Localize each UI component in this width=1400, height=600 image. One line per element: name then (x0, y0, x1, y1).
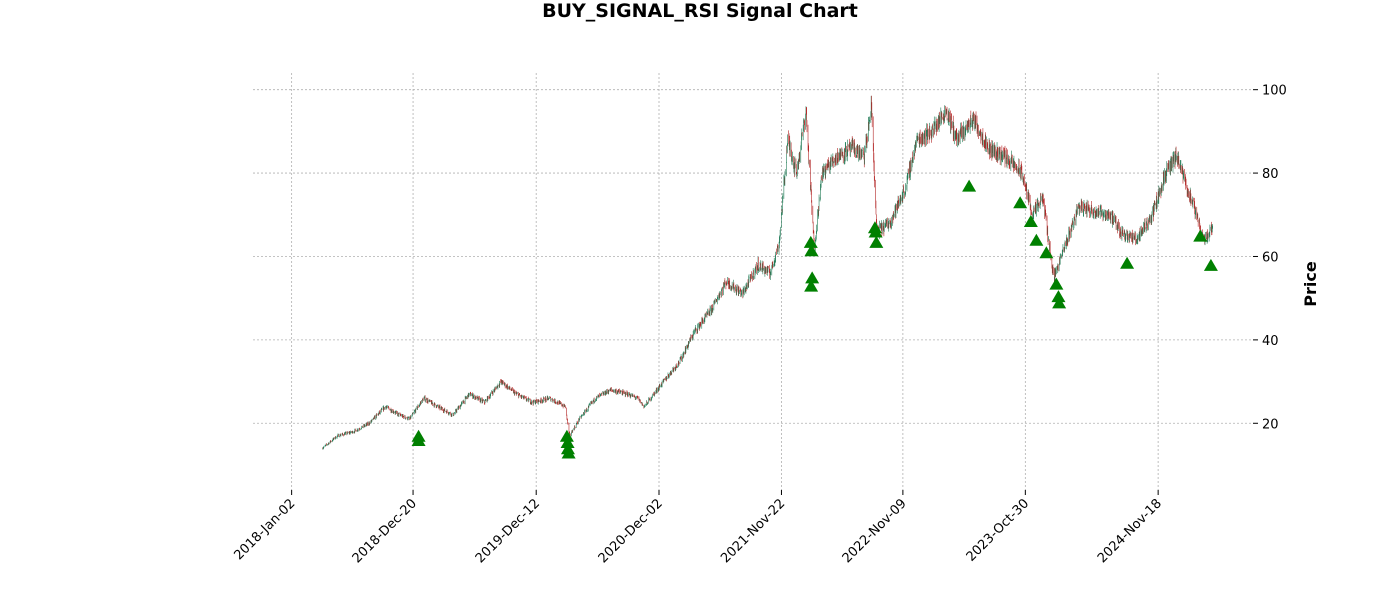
x-tick-label: 2024-Nov-18 (1095, 496, 1165, 566)
buy-signal-marker (804, 279, 819, 292)
buy-signal-marker (868, 225, 883, 238)
y-axis-label: Price (1301, 261, 1320, 307)
axes: 20 40 60 80 100 2018-Jan-02 2018-Dec-20 2019-De… (231, 84, 1286, 567)
buy-signal-marker (1052, 296, 1067, 309)
x-tick-label: 2018-Dec-20 (350, 496, 420, 566)
buy-signal-marker (559, 429, 574, 442)
buy-signal-marker (1049, 277, 1064, 290)
buy-signal-marker (962, 179, 977, 192)
x-tick-label: 2022-Nov-09 (840, 496, 910, 566)
x-tick-label: 2019-Dec-12 (473, 496, 543, 566)
buy-signal-marker (1013, 196, 1028, 209)
y-tick-label: 40 (1262, 334, 1279, 349)
buy-signal-marker (803, 235, 818, 248)
x-tick-label: 2021-Nov-22 (718, 496, 788, 566)
buy-signal-marker (1203, 258, 1218, 271)
buy-signal-marker (560, 436, 575, 449)
y-tick-label: 80 (1262, 167, 1279, 182)
buy-signal-marker (411, 433, 426, 446)
x-tick-label: 2018-Jan-02 (231, 496, 298, 563)
buy-signal-marker (561, 446, 576, 459)
y-tick-label: 60 (1262, 250, 1279, 265)
y-tick-label: 20 (1262, 417, 1279, 432)
buy-signal-marker (1023, 215, 1038, 228)
y-tick-label: 100 (1262, 84, 1287, 99)
buy-signal-marker (805, 271, 820, 284)
buy-signal-marker (804, 244, 819, 257)
buy-signal-marker (1051, 290, 1066, 303)
buy-signal-marker (1039, 246, 1054, 259)
candles (322, 95, 1213, 450)
chart-title: BUY_SIGNAL_RSI Signal Chart (542, 0, 858, 22)
x-tick-label: 2020-Dec-02 (596, 496, 666, 566)
x-tick-label: 2023-Oct-30 (964, 496, 1032, 564)
buy-signal-marker (869, 235, 884, 248)
buy-signals (411, 179, 1218, 459)
buy-signal-marker (1029, 233, 1044, 246)
buy-signal-marker (1193, 229, 1208, 242)
grid (253, 73, 1253, 490)
buy-signal-marker (1120, 256, 1135, 269)
